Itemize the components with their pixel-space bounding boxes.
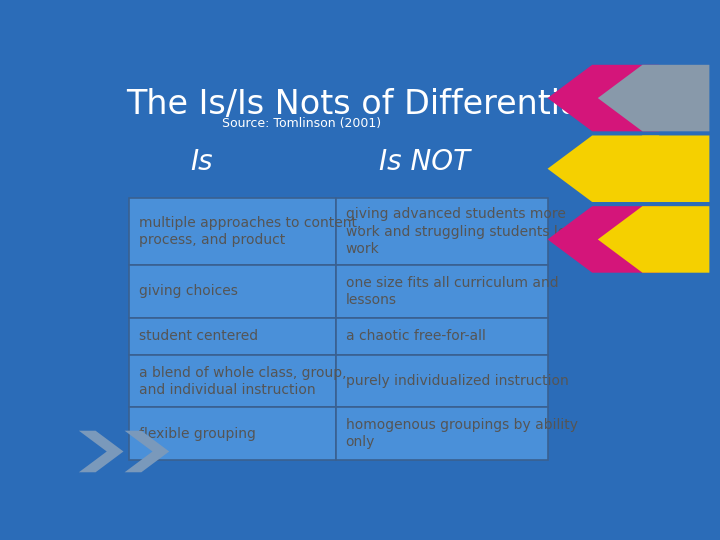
Polygon shape bbox=[598, 206, 709, 273]
Text: giving choices: giving choices bbox=[139, 285, 238, 299]
Text: a chaotic free-for-all: a chaotic free-for-all bbox=[346, 329, 485, 343]
Bar bbox=[129, 265, 336, 318]
Text: one size fits all curriculum and
lessons: one size fits all curriculum and lessons bbox=[346, 276, 558, 307]
Text: purely individualized instruction: purely individualized instruction bbox=[346, 374, 568, 388]
Bar bbox=[336, 265, 547, 318]
Bar bbox=[336, 407, 547, 460]
Bar bbox=[336, 198, 547, 265]
Bar bbox=[129, 198, 336, 265]
Bar bbox=[336, 318, 547, 355]
Text: Source: Tomlinson (2001): Source: Tomlinson (2001) bbox=[222, 117, 382, 130]
Polygon shape bbox=[79, 431, 124, 472]
Polygon shape bbox=[598, 136, 709, 202]
Polygon shape bbox=[547, 206, 660, 273]
Text: multiple approaches to content,
process, and product: multiple approaches to content, process,… bbox=[139, 216, 361, 247]
Bar bbox=[129, 318, 336, 355]
Bar bbox=[336, 355, 547, 407]
Bar bbox=[129, 407, 336, 460]
Bar bbox=[129, 355, 336, 407]
Text: homogenous groupings by ability
only: homogenous groupings by ability only bbox=[346, 418, 577, 449]
Polygon shape bbox=[598, 65, 709, 131]
Text: Is: Is bbox=[190, 148, 213, 176]
Polygon shape bbox=[547, 65, 660, 131]
Polygon shape bbox=[125, 431, 169, 472]
Text: giving advanced students more
work and struggling students less
work: giving advanced students more work and s… bbox=[346, 207, 580, 256]
Text: Is NOT: Is NOT bbox=[379, 148, 470, 176]
Text: flexible grouping: flexible grouping bbox=[139, 427, 256, 441]
Text: a blend of whole class, group,
and individual instruction: a blend of whole class, group, and indiv… bbox=[139, 366, 346, 397]
Text: The Is/Is Nots of Differentiation: The Is/Is Nots of Differentiation bbox=[126, 87, 644, 120]
Polygon shape bbox=[547, 136, 660, 202]
Text: student centered: student centered bbox=[139, 329, 258, 343]
